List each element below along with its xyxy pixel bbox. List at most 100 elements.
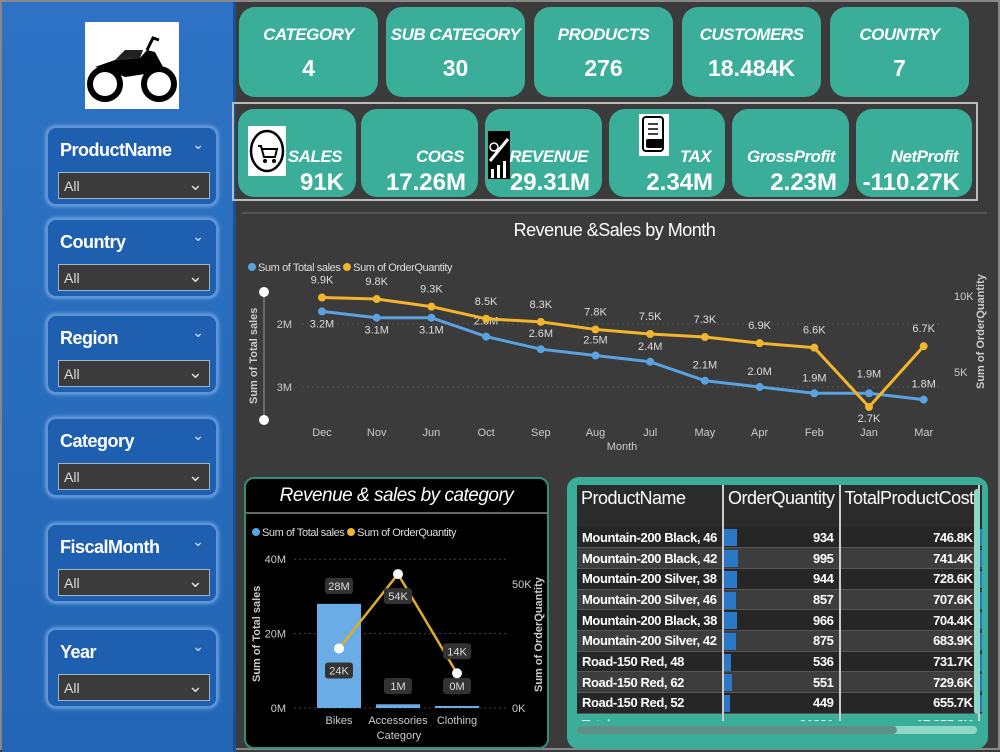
cell-value: 551 bbox=[813, 674, 834, 690]
data-point bbox=[482, 332, 491, 341]
y-tick-label: 0M bbox=[271, 703, 286, 715]
slicer-dropdown[interactable]: All ⌄ bbox=[58, 172, 210, 199]
table-cell: 551 bbox=[722, 671, 841, 693]
data-bar bbox=[723, 550, 738, 568]
chart-title: Revenue &Sales by Month bbox=[513, 220, 716, 240]
x-tick-label: Nov bbox=[367, 427, 387, 439]
data-bar bbox=[979, 653, 982, 671]
data-bar bbox=[723, 529, 738, 546]
table-row[interactable]: Mountain-200 Black, 42 995 741.4K 1,36 bbox=[577, 547, 982, 569]
cell-value: 704.4K bbox=[933, 612, 973, 628]
table-row[interactable]: Road-150 Red, 62 551 729.6K 1,20 bbox=[577, 671, 982, 693]
kpi-title: SUB CATEGORY bbox=[390, 25, 521, 44]
kpi-value: 18.484K bbox=[708, 55, 795, 81]
slicer-dropdown[interactable]: All ⌄ bbox=[58, 264, 210, 291]
legend-dot-quantity bbox=[347, 528, 356, 536]
x-tick-label: Bikes bbox=[326, 715, 353, 727]
kpi-value: 30 bbox=[442, 55, 469, 81]
vertical-scrollbar[interactable] bbox=[974, 489, 980, 714]
data-label: 9.8K bbox=[365, 276, 388, 288]
chevron-down-icon[interactable]: ⌄ bbox=[192, 324, 204, 340]
data-point bbox=[482, 314, 491, 323]
cell-value: 449 bbox=[813, 695, 834, 711]
data-label: 6.7K bbox=[912, 323, 935, 335]
slicer-dropdown[interactable]: All ⌄ bbox=[58, 569, 210, 596]
data-point bbox=[372, 313, 381, 322]
table-cell: Mountain-200 Black, 38 bbox=[577, 609, 724, 631]
cell-value: 966 bbox=[813, 612, 834, 628]
column-header-orderquantity[interactable]: OrderQuantity bbox=[722, 485, 841, 527]
data-point bbox=[700, 376, 709, 385]
table-row[interactable]: Mountain-200 Silver, 38 944 728.6K 1,33 bbox=[577, 568, 982, 590]
chevron-down-icon[interactable]: ⌄ bbox=[192, 427, 204, 443]
x-tick-label: Dec bbox=[312, 427, 332, 439]
legend-sales: Sum of Total sales bbox=[258, 262, 341, 274]
table-row[interactable]: Road-150 Red, 52 449 655.7K 1,08 bbox=[577, 692, 982, 714]
total-cell: Total bbox=[577, 713, 724, 721]
table-row[interactable]: Road-150 Red, 48 536 731.7K 1,20 bbox=[577, 651, 982, 673]
kpi-title: CUSTOMERS bbox=[699, 25, 804, 44]
data-bar bbox=[979, 674, 982, 692]
table-cell: 1,30 bbox=[978, 589, 982, 611]
kpi-value: 29.31M bbox=[509, 169, 590, 196]
slicer-region: Region ⌄ All ⌄ bbox=[46, 314, 218, 394]
horizontal-scrollbar[interactable] bbox=[577, 726, 977, 734]
slicer-dropdown[interactable]: All ⌄ bbox=[58, 360, 210, 387]
data-bar bbox=[979, 695, 982, 712]
data-bar bbox=[979, 550, 982, 568]
data-label: 8.3K bbox=[529, 299, 552, 311]
chevron-down-icon[interactable]: ⌄ bbox=[192, 638, 204, 654]
data-point bbox=[318, 293, 326, 302]
data-point bbox=[452, 668, 462, 679]
slicer-value: All bbox=[64, 178, 80, 194]
table-row[interactable]: Mountain-200 Silver, 46 857 707.6K 1,30 bbox=[577, 589, 982, 611]
column-header-productname[interactable]: ProductName bbox=[577, 485, 724, 527]
table-row[interactable]: Mountain-200 Black, 38 966 704.4K 1,29 bbox=[577, 609, 982, 631]
kpi-row-financial bbox=[232, 102, 978, 201]
table-row[interactable]: Mountain-200 Black, 46 934 746.8K 1,37 bbox=[577, 527, 982, 549]
cell-value: 731.7K bbox=[933, 653, 973, 669]
cell-value: 934 bbox=[813, 529, 834, 545]
revenue-sales-by-month-chart: Revenue &Sales by Month Sum of Total sal… bbox=[242, 212, 987, 468]
chevron-down-icon[interactable]: ⌄ bbox=[192, 136, 204, 152]
kpi-title: NetProfit bbox=[890, 147, 959, 166]
column-header-totalproductcost[interactable]: TotalProductCost bbox=[839, 485, 980, 527]
x-axis-title: Month bbox=[607, 441, 638, 453]
data-label: 1M bbox=[390, 681, 405, 693]
legend-dot-quantity bbox=[343, 263, 352, 271]
data-label-bg bbox=[384, 678, 412, 694]
slider-handle bbox=[259, 415, 269, 425]
data-bar bbox=[723, 591, 736, 609]
data-point bbox=[334, 643, 344, 654]
table-row[interactable]: Mountain-200 Silver, 42 875 683.9K 1,25 bbox=[577, 630, 982, 652]
x-tick-label: Accessories bbox=[368, 715, 428, 727]
slicer-productname: ProductName ⌄ All ⌄ bbox=[46, 126, 218, 206]
product-table: ProductName OrderQuantity TotalProductCost… bbox=[567, 477, 988, 749]
chevron-down-icon[interactable]: ⌄ bbox=[192, 228, 204, 244]
cell-value: 857 bbox=[813, 591, 834, 607]
slicer-year: Year ⌄ All ⌄ bbox=[46, 628, 218, 708]
table-cell: 944 bbox=[722, 568, 841, 590]
data-bar bbox=[723, 674, 732, 692]
data-label: 28M bbox=[328, 581, 349, 593]
filter-sidebar: ProductName ⌄ All ⌄ Country ⌄ All ⌄ Region ⌄… bbox=[2, 2, 236, 752]
kpi-title: SALES bbox=[287, 147, 343, 166]
table-cell: 1,33 bbox=[978, 568, 982, 590]
column-header-label: OrderQuantity bbox=[727, 488, 835, 508]
bar-accessories bbox=[376, 704, 420, 708]
table-cell: Road-150 Red, 48 bbox=[577, 651, 724, 673]
data-bar bbox=[979, 570, 982, 588]
slicer-dropdown[interactable]: All ⌄ bbox=[58, 674, 210, 701]
data-point bbox=[810, 389, 819, 398]
x-tick-label: Jan bbox=[860, 427, 878, 439]
chevron-down-icon[interactable]: ⌄ bbox=[192, 533, 204, 549]
chevron-down-icon: ⌄ bbox=[187, 465, 203, 485]
data-point bbox=[536, 317, 545, 326]
slicer-dropdown[interactable]: All ⌄ bbox=[58, 463, 210, 490]
data-point bbox=[318, 307, 326, 316]
series-line-quantity bbox=[321, 296, 925, 410]
column-header-revenue[interactable]: Revenue▼ bbox=[978, 485, 982, 527]
table-cell: 995 bbox=[722, 547, 841, 569]
table-cell: 1,37 bbox=[978, 527, 982, 549]
kpi-title: COUNTRY bbox=[859, 25, 940, 44]
